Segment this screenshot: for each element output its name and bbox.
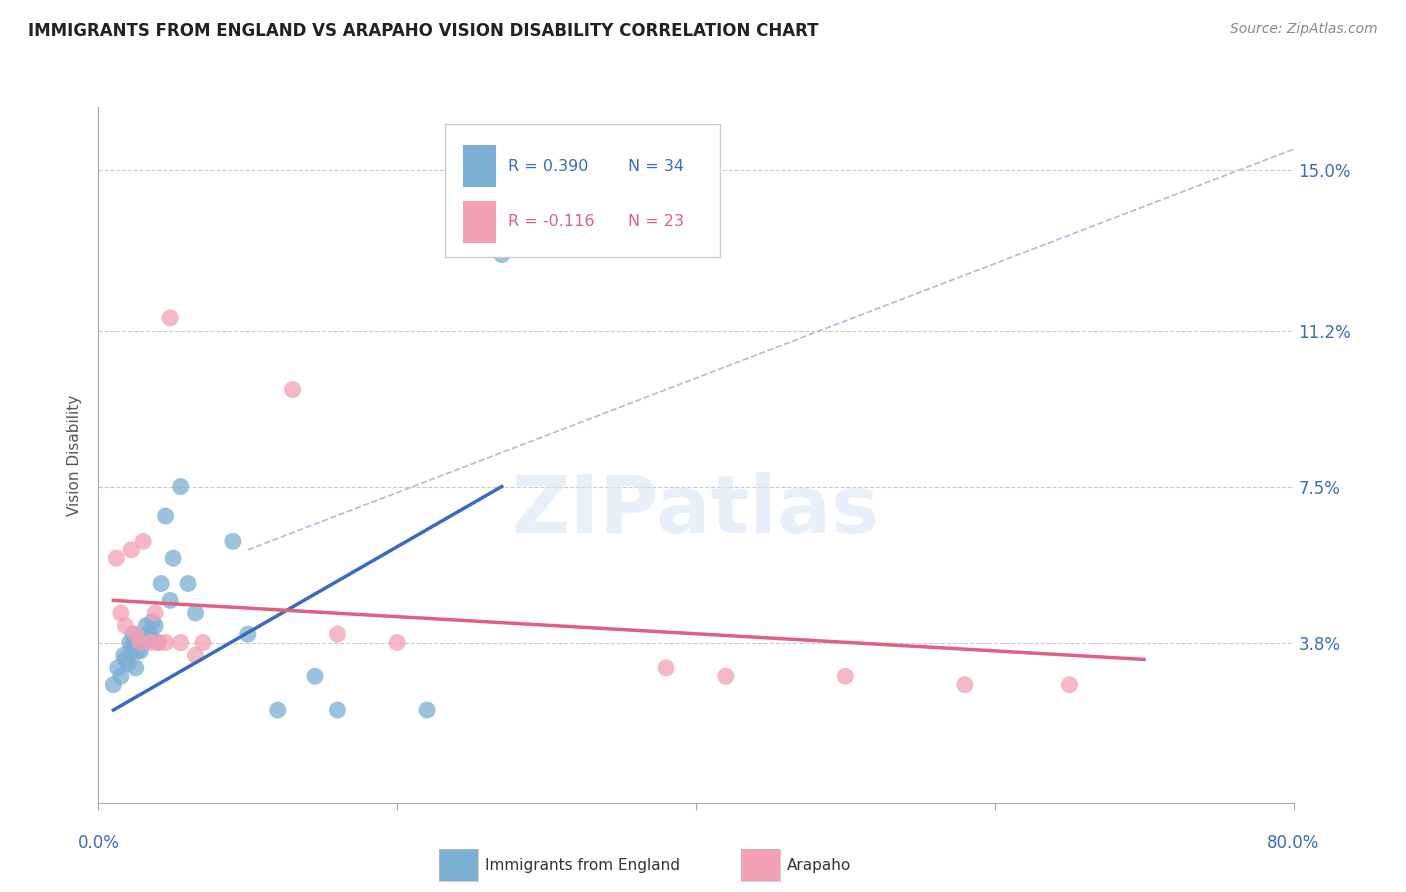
Y-axis label: Vision Disability: Vision Disability [67,394,83,516]
Point [139,627,162,641]
Text: Arapaho: Arapaho [787,858,852,872]
Point [127,644,149,658]
Text: ZIPatlas: ZIPatlas [512,472,880,549]
Point [184,648,207,663]
Point [114,652,136,666]
Point [385,635,409,649]
Point [155,635,177,649]
Point [416,703,439,717]
Point [129,635,152,649]
Text: Source: ZipAtlas.com: Source: ZipAtlas.com [1230,22,1378,37]
Point [304,669,326,683]
Point [125,627,148,641]
Point [132,635,155,649]
Point [655,661,678,675]
Point [103,678,125,692]
Point [132,534,155,549]
Point [125,661,148,675]
Point [105,551,128,566]
Point [110,606,132,620]
Point [110,669,132,683]
Point [107,661,129,675]
Point [953,678,976,692]
Point [155,509,177,524]
Point [191,635,214,649]
Point [112,648,135,663]
Point [143,618,166,632]
Point [184,606,207,620]
Point [135,618,157,632]
Text: IMMIGRANTS FROM ENGLAND VS ARAPAHO VISION DISABILITY CORRELATION CHART: IMMIGRANTS FROM ENGLAND VS ARAPAHO VISIO… [28,22,818,40]
Point [118,635,141,649]
Point [177,576,200,591]
Point [169,635,191,649]
Text: Immigrants from England: Immigrants from England [485,858,681,872]
Point [120,644,142,658]
Point [714,669,737,683]
Text: R = -0.116: R = -0.116 [509,214,595,229]
Point [139,635,162,649]
Point [159,593,181,607]
Point [129,644,152,658]
Point [117,657,139,671]
Point [326,627,349,641]
Point [148,635,170,649]
Point [162,551,184,566]
Point [834,669,856,683]
Bar [463,145,496,187]
Point [326,703,349,717]
Point [159,310,181,325]
Text: R = 0.390: R = 0.390 [509,159,589,174]
Point [222,534,245,549]
Point [124,635,146,649]
Point [143,606,166,620]
Point [281,383,304,397]
Point [1059,678,1081,692]
Point [136,627,159,641]
Point [150,576,173,591]
Point [236,627,259,641]
Bar [463,201,496,243]
FancyBboxPatch shape [444,124,720,257]
Point [148,635,170,649]
Point [491,247,513,261]
Point [141,615,163,629]
Point [169,479,191,493]
Point [114,618,136,632]
Text: 0.0%: 0.0% [77,834,120,852]
Point [121,627,143,641]
Text: 80.0%: 80.0% [1267,834,1320,852]
Text: N = 34: N = 34 [628,159,683,174]
Text: N = 23: N = 23 [628,214,683,229]
Point [120,542,142,557]
Point [267,703,290,717]
